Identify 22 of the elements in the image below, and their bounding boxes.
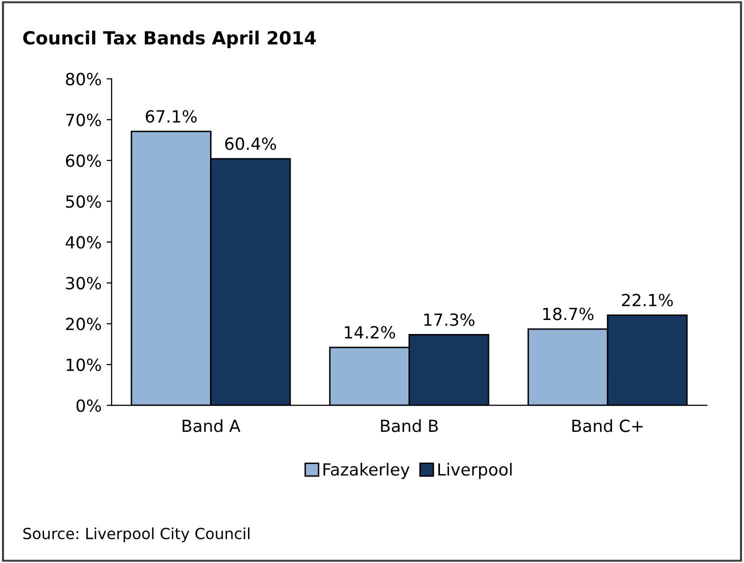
y-tick-label: 10% xyxy=(66,358,101,372)
y-tick-label: 60% xyxy=(66,154,101,168)
data-label: 17.3% xyxy=(424,313,474,326)
x-tick-label: Band C+ xyxy=(572,419,643,432)
y-tick-label: 30% xyxy=(66,276,101,290)
data-label: 18.7% xyxy=(543,308,594,320)
data-label: 60.4% xyxy=(225,137,276,150)
y-tick-label: 50% xyxy=(66,195,101,208)
legend-label: Fazakerley xyxy=(324,462,410,479)
source-note: Source: Liverpool City Council xyxy=(23,527,250,542)
chart-title: Council Tax Bands April 2014 xyxy=(23,30,316,48)
legend-label: Liverpool xyxy=(438,462,512,479)
y-tick-label: 40% xyxy=(66,236,101,249)
x-tick-label: Band A xyxy=(182,419,240,432)
y-tick-label: 0% xyxy=(76,399,101,412)
x-tick-label: Band B xyxy=(381,419,438,432)
data-label: 67.1% xyxy=(146,110,197,123)
y-tick-label: 80% xyxy=(66,72,101,86)
data-label: 14.2% xyxy=(344,326,396,339)
y-tick-label: 70% xyxy=(66,114,101,126)
data-label: 22.1% xyxy=(622,294,673,306)
y-tick-label: 20% xyxy=(66,318,101,330)
